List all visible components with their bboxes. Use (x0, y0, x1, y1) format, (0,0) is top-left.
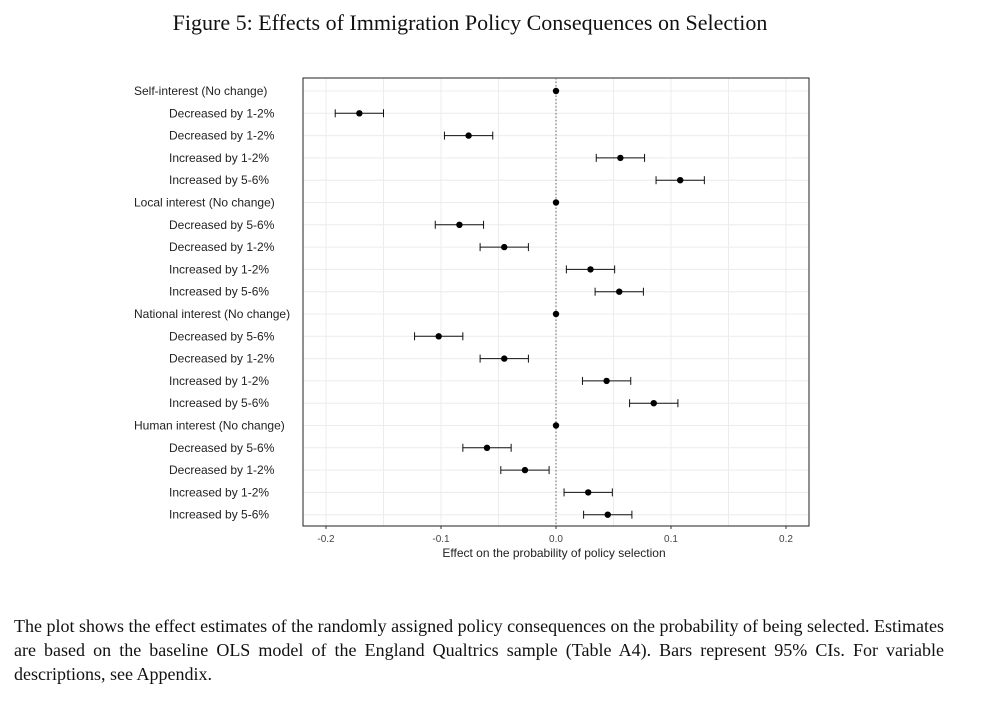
estimate-point (552, 310, 560, 318)
y-label-level: Decreased by 1-2% (169, 240, 275, 254)
estimate-point (617, 154, 624, 162)
marks-layer (334, 87, 705, 519)
y-label-level: Increased by 1-2% (169, 485, 269, 499)
estimate-point (483, 444, 491, 451)
y-label-group-header: Local interest (No change) (134, 196, 275, 210)
x-axis-label: Effect on the probability of policy sele… (442, 546, 665, 560)
y-label-level: Decreased by 1-2% (169, 463, 275, 477)
figure-title: Figure 5: Effects of Immigration Policy … (172, 10, 768, 35)
y-label-group-header: Self-interest (No change) (134, 84, 267, 98)
y-label-level: Decreased by 1-2% (169, 129, 275, 143)
y-label-level: Increased by 5-6% (169, 396, 269, 410)
y-label-level: Decreased by 5-6% (169, 441, 275, 455)
x-ticks-layer: -0.2 -0.1 0.0 0.1 0.2 (317, 526, 793, 545)
estimate-point (501, 243, 508, 251)
estimate-point (501, 355, 508, 362)
estimate-point (677, 177, 684, 184)
estimate-point (465, 132, 472, 139)
y-label-level: Increased by 5-6% (169, 508, 269, 522)
y-label-level: Increased by 5-6% (169, 285, 269, 299)
y-label-level: Decreased by 1-2% (169, 352, 275, 366)
y-label-level: Increased by 5-6% (169, 173, 269, 187)
y-label-group-header: Human interest (No change) (134, 419, 285, 433)
estimate-point (603, 377, 610, 385)
y-label-group-header: National interest (No change) (134, 307, 290, 321)
estimate-point (587, 266, 594, 273)
x-tick-label: -0.2 (317, 534, 335, 545)
estimate-point (456, 221, 463, 228)
y-label-level: Increased by 1-2% (169, 151, 269, 165)
y-labels-layer: Self-interest (No change) Decreased by 1-… (134, 84, 290, 522)
estimate-point (521, 466, 529, 474)
estimate-point (585, 489, 592, 496)
estimate-point (552, 199, 560, 206)
coefficient-plot: Self-interest (No change) Decreased by 1-… (134, 77, 810, 560)
y-label-level: Increased by 1-2% (169, 374, 269, 388)
y-label-level: Decreased by 5-6% (169, 218, 275, 232)
y-label-level: Decreased by 1-2% (169, 106, 275, 120)
estimate-point (552, 87, 560, 95)
figure-caption: The plot shows the effect estimates of t… (14, 616, 944, 684)
estimate-point (650, 400, 657, 407)
estimate-point (435, 333, 442, 340)
x-tick-label: 0.0 (549, 534, 563, 545)
x-tick-label: 0.2 (779, 534, 793, 545)
estimate-point (604, 511, 611, 518)
x-tick-label: 0.1 (664, 534, 678, 545)
y-label-level: Increased by 1-2% (169, 262, 269, 276)
estimate-point (552, 422, 560, 429)
estimate-point (616, 288, 623, 295)
x-tick-label: -0.1 (432, 534, 450, 545)
estimate-point (356, 110, 363, 117)
y-label-level: Decreased by 5-6% (169, 329, 275, 343)
